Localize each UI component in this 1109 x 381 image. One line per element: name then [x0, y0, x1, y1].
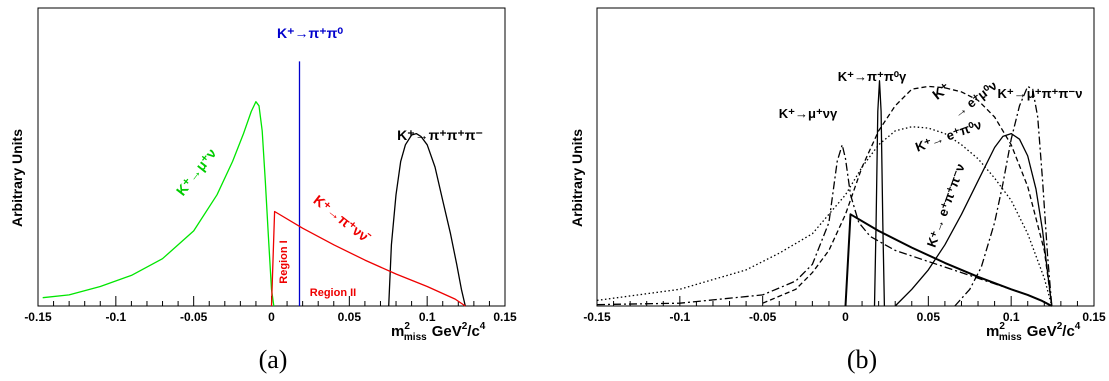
x-tick-label: 0	[842, 310, 849, 324]
label-kmunug-b: K⁺→μ⁺νγ	[779, 106, 838, 121]
panel-label-a: (a)	[259, 345, 288, 374]
x-label-sup-b: 2	[999, 321, 1005, 332]
x-label-sub-b: miss	[999, 332, 1022, 343]
label-kpipi0-a: K⁺→π⁺π⁰	[277, 25, 343, 41]
x-label-sup-a: 2	[404, 321, 410, 332]
x-label-unit-mid-a: /c	[467, 323, 480, 340]
label-kepi0nu-b: K⁺→ e⁺π⁰ν	[913, 117, 983, 155]
x-label-sub-a: miss	[404, 332, 427, 343]
series-line-b-5	[954, 85, 1053, 307]
x-tick-label: -0.15	[24, 310, 52, 324]
x-ticks-b: -0.15 -0.1 -0.05 0 0.05 0.1 0.15	[583, 296, 1106, 324]
x-label-unit-sup1-a: 2	[462, 321, 468, 332]
series-line-a-2	[388, 132, 466, 307]
x-tick-label: 0.15	[493, 310, 517, 324]
x-tick-label: 0.05	[917, 310, 941, 324]
label-region1-a: Region I	[278, 240, 290, 283]
x-label-unit-sup2-b: 4	[1075, 321, 1081, 332]
x-tick-label: 0	[268, 310, 275, 324]
panel-b: Arbitrary Units -0.15 -0.1 -0.05 0 0.05 0.1 0.…	[569, 7, 1106, 374]
plot-frame-b	[596, 7, 1095, 307]
x-ticks-a: -0.15 -0.1 -0.05 0 0.05 0.1 0.15	[24, 296, 517, 324]
x-label-m-b: m	[986, 323, 999, 340]
y-axis-label-b: Arbitrary Units	[569, 129, 585, 227]
x-label-unit-a: GeV	[432, 323, 462, 340]
label-kpipi0g-b: K⁺→π⁺π⁰γ	[838, 69, 907, 84]
series-line-b-4	[596, 126, 1053, 307]
label-kmunu-a: K⁺→μ⁺ν	[173, 145, 220, 199]
x-axis-label-b: m2 miss GeV2/c4	[986, 321, 1081, 343]
label-kepipinu-b: K⁺→ e⁺π⁺π⁻ν	[924, 162, 968, 250]
series-line-b-6	[894, 132, 1053, 307]
series-line-b-3	[762, 85, 1053, 307]
x-tick-label: 0.1	[1003, 310, 1020, 324]
x-label-unit-sup1-b: 2	[1057, 321, 1063, 332]
series-line-b-1	[873, 80, 886, 307]
x-tick-label: -0.1	[669, 310, 690, 324]
series-line-b-2	[596, 144, 1053, 307]
label-kemunu-k-b: K⁺	[929, 79, 953, 102]
x-tick-label: -0.05	[749, 310, 777, 324]
x-axis-label-a: m2 miss GeV2/c4	[391, 321, 486, 343]
panel-label-b: (b)	[847, 345, 877, 374]
x-label-unit-mid-b: /c	[1062, 323, 1075, 340]
label-kmupipinu-b: K⁺→μ⁺π⁺π⁻ν	[998, 86, 1083, 101]
series-line-a-0	[42, 101, 275, 307]
x-label-m-a: m	[391, 323, 404, 340]
curves-a	[42, 61, 466, 307]
x-tick-label: -0.05	[180, 310, 208, 324]
plot-frame-a	[37, 7, 506, 307]
series-line-a-3	[270, 210, 466, 307]
label-kpipipi-a: K⁺→π⁺π⁺π⁻	[397, 127, 483, 143]
x-tick-label: -0.1	[105, 310, 126, 324]
x-label-unit-sup2-a: 4	[480, 321, 486, 332]
x-tick-label: 0.1	[419, 310, 436, 324]
x-tick-label: 0.15	[1082, 310, 1106, 324]
x-tick-label: -0.15	[583, 310, 611, 324]
y-axis-label-a: Arbitrary Units	[9, 129, 25, 227]
panel-a: Arbitrary Units -0.15 -0.1 -0.05 0 0.05 0.1 0.…	[9, 7, 517, 374]
label-region2-a: Region II	[310, 287, 356, 299]
series-line-b-0	[844, 213, 1053, 307]
curves-b	[596, 80, 1053, 307]
x-label-unit-b: GeV	[1027, 323, 1057, 340]
x-tick-label: 0.05	[338, 310, 362, 324]
label-kemunu-rest-b: → e⁺μ⁰ν	[950, 78, 1000, 121]
